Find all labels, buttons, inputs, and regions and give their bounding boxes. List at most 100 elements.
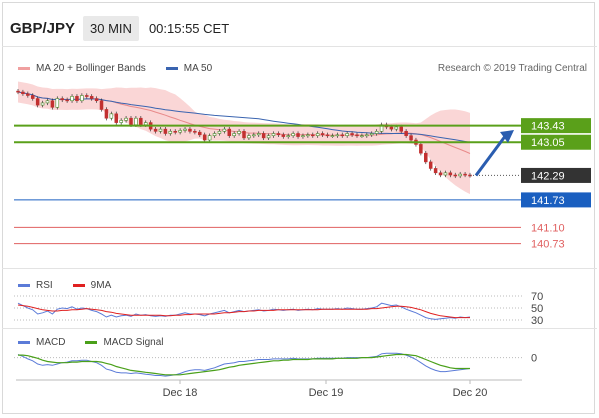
- legend-item-ma50: MA 50: [165, 63, 213, 74]
- candle-body: [168, 131, 173, 134]
- candle-body: [276, 133, 281, 136]
- candle-body: [242, 131, 246, 139]
- candle-body: [453, 174, 458, 177]
- candle-body: [360, 135, 364, 137]
- candle-body: [261, 133, 266, 139]
- legend-item-macd: MACD: [18, 337, 65, 348]
- candle-body: [286, 135, 290, 137]
- rsi-tick-50: 50: [531, 303, 543, 315]
- timeframe-badge[interactable]: 30 MIN: [83, 15, 139, 41]
- candle-body: [247, 135, 251, 139]
- candle-body: [345, 133, 349, 136]
- candle-body: [109, 113, 114, 119]
- resistance-1-tag-label: 143.05: [531, 137, 565, 149]
- candle-body: [355, 134, 359, 137]
- candle-body: [443, 172, 448, 176]
- candle-body: [374, 131, 379, 134]
- candle-body: [124, 117, 128, 121]
- candle-body: [320, 133, 325, 136]
- legend-bb-label: MA 20 + Bollinger Bands: [36, 63, 146, 74]
- ma50-line: [17, 91, 471, 143]
- candle-body: [173, 131, 177, 133]
- legend-item-bb: MA 20 + Bollinger Bands: [18, 63, 146, 74]
- candle-body: [45, 100, 50, 104]
- candle-body: [16, 90, 20, 93]
- candle-body: [80, 95, 84, 102]
- legend-signal-label: MACD Signal: [103, 337, 164, 348]
- candle-body: [222, 128, 227, 132]
- candle-body: [55, 98, 60, 108]
- candle-body: [129, 117, 133, 126]
- support-2-label: 140.73: [531, 239, 565, 251]
- candle-body: [296, 133, 300, 137]
- pivot-tag: [521, 192, 591, 208]
- candle-body: [463, 173, 467, 176]
- candle-body: [448, 172, 453, 176]
- legend-item-rsi: RSI: [18, 280, 53, 291]
- rsi-legend: RSI 9MA: [18, 280, 131, 291]
- candle-body: [193, 131, 197, 133]
- candle-body: [60, 98, 64, 101]
- legend-rsi-label: RSI: [36, 280, 53, 291]
- candle-body: [311, 134, 315, 137]
- last-price-tag-label: 142.29: [531, 170, 565, 182]
- candle-body: [143, 122, 148, 126]
- candle-body: [26, 93, 30, 96]
- candle-body: [119, 120, 123, 123]
- signal-swatch-icon: [85, 341, 98, 344]
- main-legend: MA 20 + Bollinger Bands MA 50: [18, 63, 232, 74]
- forecast-arrow-shaft: [474, 134, 508, 177]
- candle-body: [50, 100, 55, 108]
- legend-item-ma9: 9MA: [72, 280, 111, 291]
- candle-body: [266, 135, 271, 139]
- macd-legend: MACD MACD Signal: [18, 337, 183, 348]
- rsi-divider: [2, 268, 597, 269]
- candle-body: [85, 95, 89, 97]
- resistance-2-tag: [521, 118, 591, 134]
- candle-body: [75, 96, 79, 102]
- candle-body: [399, 126, 403, 132]
- rsi-swatch-icon: [18, 284, 30, 287]
- candle-body: [217, 131, 222, 134]
- candle-body: [325, 134, 330, 137]
- legend-ma50-label: MA 50: [183, 63, 213, 74]
- candle-body: [369, 133, 374, 136]
- resistance-2-tag-label: 143.43: [531, 121, 565, 133]
- candle-body: [350, 133, 354, 136]
- candle-body: [438, 172, 443, 176]
- copyright-text: Research © 2019 Trading Central: [437, 63, 587, 74]
- candle-body: [409, 135, 413, 141]
- candle-body: [198, 131, 202, 136]
- rsi-tick-30: 30: [531, 315, 543, 327]
- candle-body: [163, 128, 168, 134]
- ma50-swatch-icon: [165, 67, 178, 70]
- candle-body: [315, 133, 320, 136]
- candle-body: [202, 134, 207, 141]
- candle-body: [89, 96, 94, 99]
- candle-body: [139, 117, 143, 126]
- candle-body: [232, 133, 236, 136]
- rsi-tick-70: 70: [531, 291, 543, 303]
- resistance-1-tag: [521, 134, 591, 150]
- time-label: 00:15:55 CET: [148, 20, 230, 36]
- candle-body: [389, 126, 394, 130]
- forecast-arrow-head: [500, 130, 514, 144]
- candle-body: [30, 95, 35, 99]
- candle-body: [183, 128, 187, 131]
- candle-body: [212, 133, 217, 136]
- symbol-label: GBP/JPY: [10, 19, 76, 37]
- candle-body: [271, 133, 276, 136]
- candle-body: [188, 128, 192, 132]
- legend-item-signal: MACD Signal: [85, 337, 163, 348]
- x-tick-label: Dec 18: [163, 387, 198, 399]
- candle-body: [21, 91, 25, 95]
- legend-macd-label: MACD: [36, 337, 66, 348]
- last-price-tag: [521, 167, 591, 183]
- candle-body: [65, 99, 69, 102]
- candle-body: [99, 100, 104, 110]
- candle-body: [256, 133, 261, 136]
- ma9-swatch-icon: [72, 284, 85, 287]
- candle-body: [70, 96, 74, 102]
- header-divider: [2, 46, 597, 47]
